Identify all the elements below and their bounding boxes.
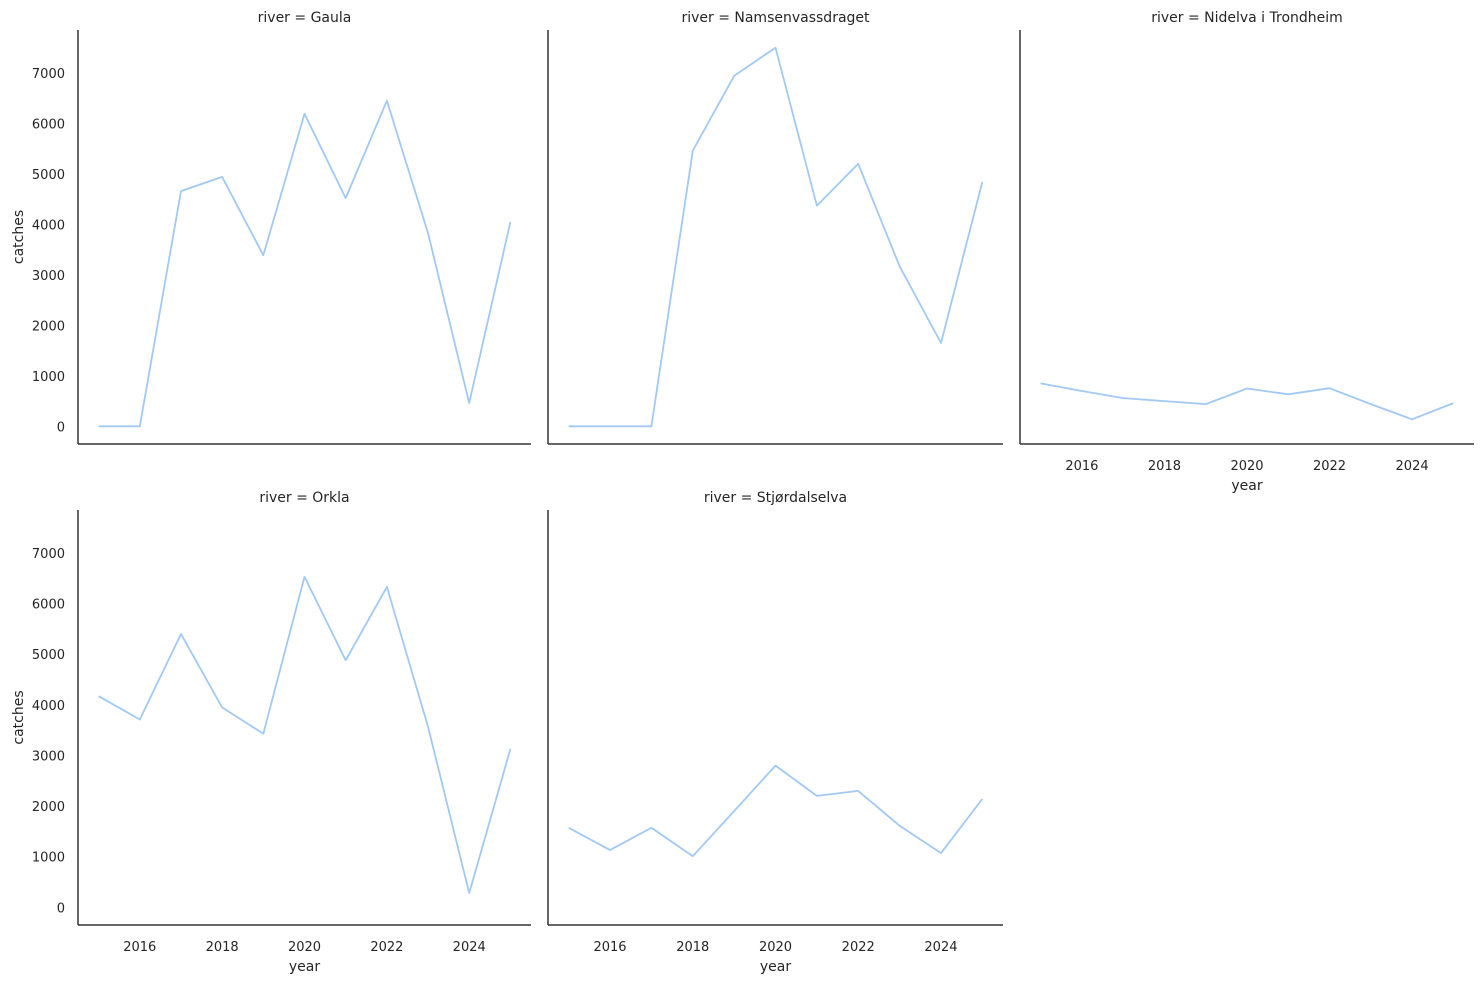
x-axis-label: year: [289, 959, 320, 975]
y-tick-label: 3000: [32, 749, 65, 764]
y-tick-label: 2000: [32, 800, 65, 815]
x-tick-label: 2018: [676, 940, 709, 955]
x-tick-label: 2016: [593, 940, 626, 955]
y-tick-label: 2000: [32, 319, 65, 334]
panel-title: river = Stjørdalselva: [704, 490, 847, 506]
y-tick-label: 0: [57, 420, 65, 435]
y-tick-label: 7000: [32, 67, 65, 82]
y-tick-label: 7000: [32, 547, 65, 562]
x-tick-label: 2016: [1065, 459, 1098, 474]
y-tick-label: 1000: [32, 370, 65, 385]
x-tick-label: 2024: [1396, 459, 1429, 474]
series-line: [98, 575, 512, 894]
series-line: [568, 46, 984, 428]
x-tick-label: 2022: [370, 940, 403, 955]
x-tick-label: 2020: [288, 940, 321, 955]
y-tick-label: 3000: [32, 269, 65, 284]
y-tick-label: 0: [57, 901, 65, 916]
x-tick-label: 2022: [842, 940, 875, 955]
panel-title: river = Namsenvassdraget: [681, 10, 870, 26]
y-tick-label: 4000: [32, 218, 65, 233]
y-tick-label: 6000: [32, 117, 65, 132]
x-axis-label: year: [760, 959, 791, 975]
y-tick-label: 6000: [32, 598, 65, 613]
series-line: [98, 99, 512, 428]
y-axis-label: catches: [11, 210, 27, 264]
x-tick-label: 2016: [123, 940, 156, 955]
x-tick-label: 2018: [1148, 459, 1181, 474]
panel-title: river = Gaula: [258, 10, 352, 26]
y-tick-label: 5000: [32, 648, 65, 663]
x-axis-label: year: [1231, 478, 1262, 494]
x-tick-label: 2020: [759, 940, 792, 955]
x-tick-label: 2024: [453, 940, 486, 955]
y-tick-label: 1000: [32, 851, 65, 866]
y-axis-label: catches: [11, 690, 27, 744]
panel-title: river = Nidelva i Trondheim: [1151, 10, 1343, 26]
y-tick-label: 4000: [32, 699, 65, 714]
panel-title: river = Orkla: [259, 490, 349, 506]
x-tick-label: 2022: [1313, 459, 1346, 474]
series-line: [568, 764, 984, 858]
x-tick-label: 2018: [206, 940, 239, 955]
x-tick-label: 2020: [1230, 459, 1263, 474]
x-tick-label: 2024: [924, 940, 957, 955]
y-tick-label: 5000: [32, 168, 65, 183]
series-line: [1040, 382, 1454, 421]
